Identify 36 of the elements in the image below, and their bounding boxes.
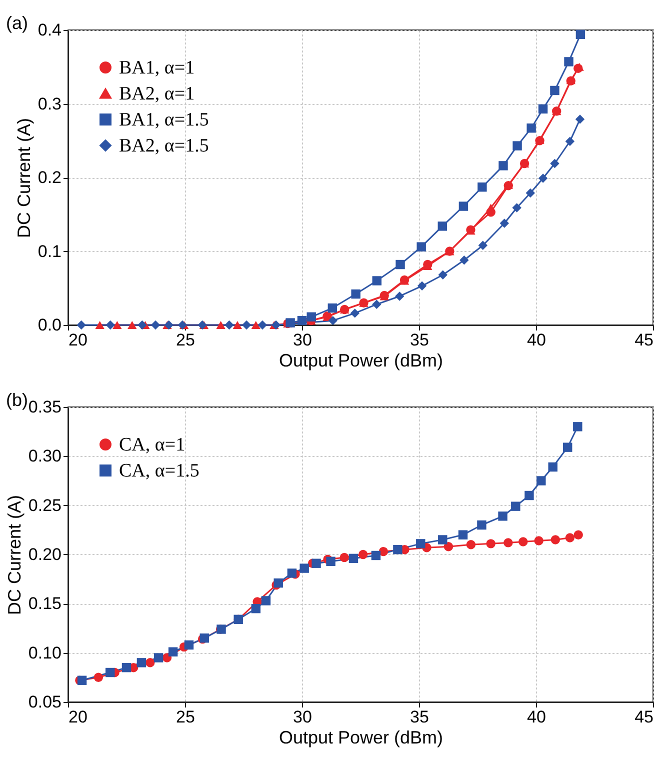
y-tick-label: 0.1: [38, 242, 62, 261]
chart-title: (a): [6, 13, 28, 33]
x-tick-label: 20: [68, 708, 88, 726]
y-tick-label: 0.15: [28, 594, 62, 614]
x-tick-label: 25: [176, 708, 195, 726]
x-tick-label: 35: [410, 708, 429, 726]
legend-label: BA2, α=1: [119, 84, 195, 104]
y-axis-title: DC Current (A): [4, 494, 24, 616]
legend-label: CA, α=1.5: [119, 460, 200, 482]
chart-title: (b): [6, 390, 28, 410]
y-tick-label: 0.0: [38, 316, 62, 334]
x-tick-label: 40: [527, 708, 546, 726]
x-tick-label: 30: [293, 330, 312, 350]
y-tick-label: 0.35: [28, 398, 62, 416]
y-tick-label: 0.05: [28, 692, 62, 712]
x-tick-label: 40: [527, 330, 546, 350]
legend-label: CA, α=1: [119, 434, 186, 456]
x-axis-title: Output Power (dBm): [278, 728, 444, 748]
y-axis-title: DC Current (A): [14, 118, 34, 238]
legend-label: BA1, α=1: [119, 58, 195, 78]
y-tick-label: 0.3: [38, 94, 62, 114]
legend-label: BA2, α=1.5: [119, 136, 209, 156]
x-tick-label: 20: [68, 330, 88, 350]
x-tick-label: 35: [410, 330, 429, 350]
x-tick-label: 25: [176, 330, 195, 350]
x-tick-label: 30: [293, 708, 312, 726]
y-tick-label: 0.2: [38, 168, 62, 187]
y-tick-label: 0.4: [38, 20, 62, 40]
y-tick-label: 0.20: [28, 545, 62, 564]
x-axis-title: Output Power (dBm): [278, 350, 444, 370]
y-tick-label: 0.10: [28, 643, 62, 662]
legend-label: BA1, α=1.5: [119, 110, 209, 130]
x-tick-label: 45: [634, 708, 654, 726]
y-tick-label: 0.25: [28, 496, 62, 515]
y-tick-label: 0.30: [28, 446, 62, 466]
x-tick-label: 45: [634, 330, 654, 350]
